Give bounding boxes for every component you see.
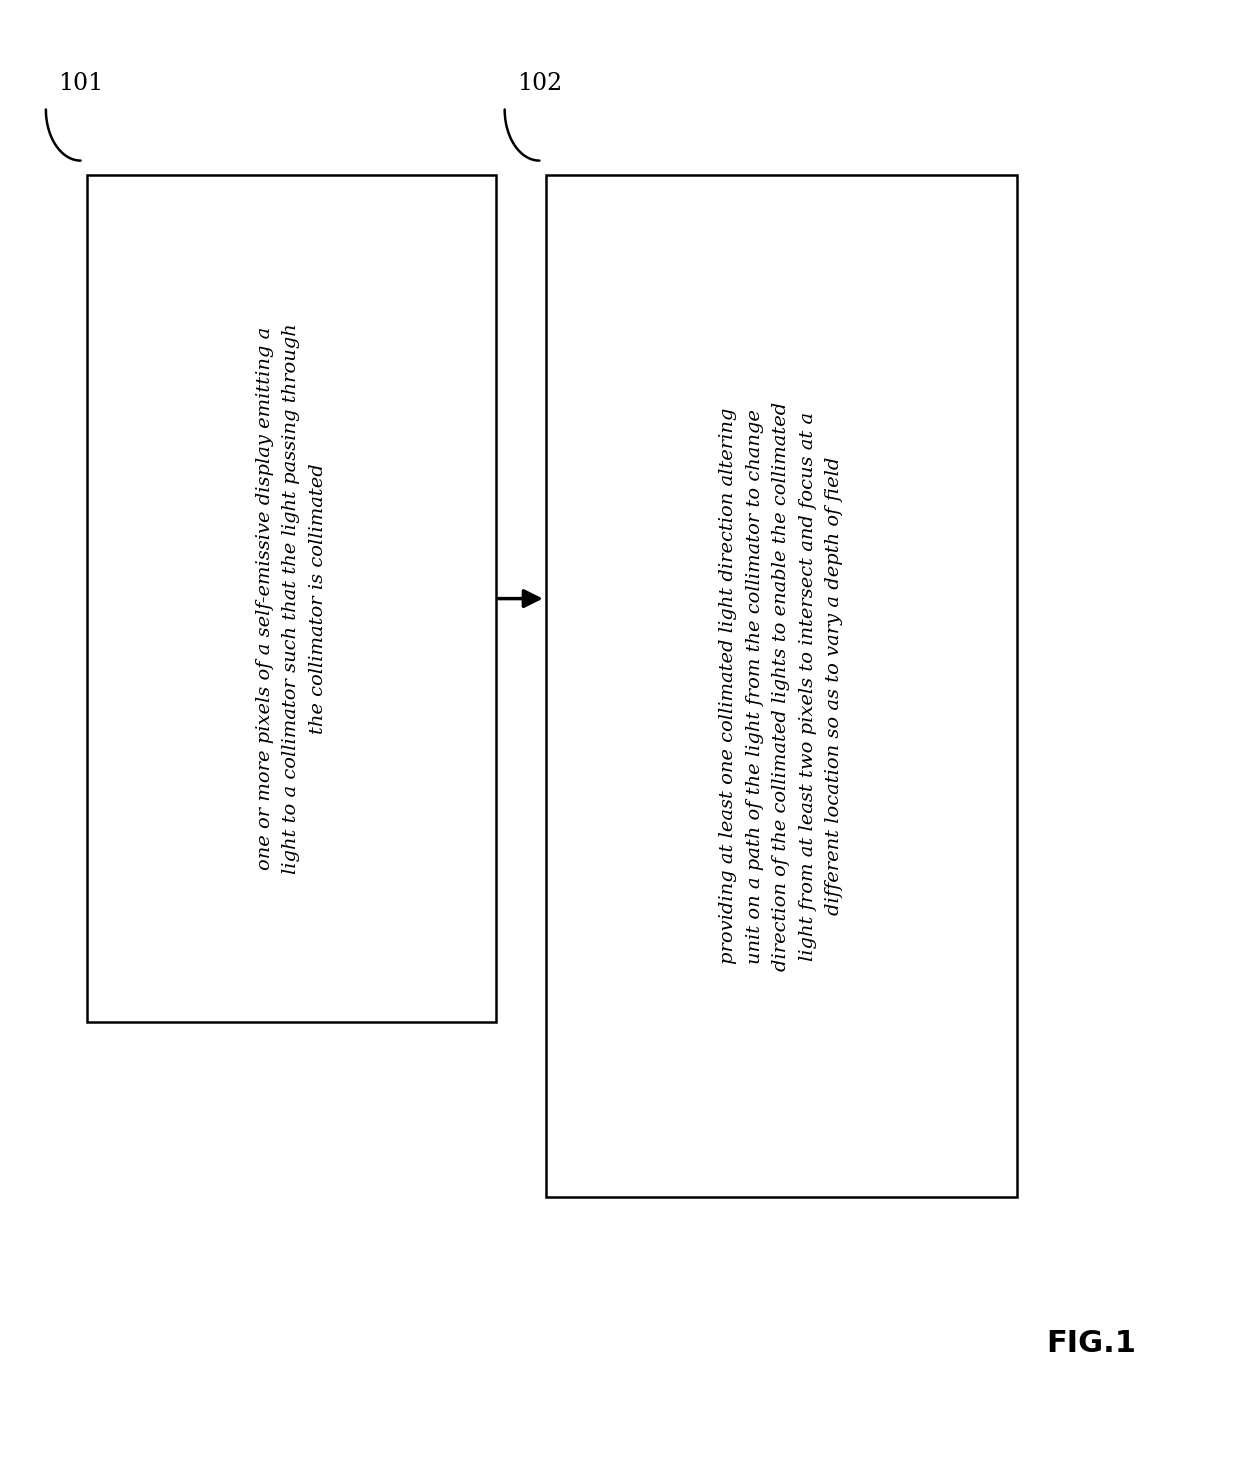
Text: one or more pixels of a self-emissive display emitting a
light to a collimator s: one or more pixels of a self-emissive di…	[255, 323, 327, 875]
Bar	[546, 175, 1017, 1197]
Text: 102: 102	[517, 72, 562, 95]
Bar	[87, 175, 496, 1022]
Text: providing at least one collimated light direction altering
unit on a path of the: providing at least one collimated light …	[719, 402, 843, 971]
Text: FIG.1: FIG.1	[1047, 1329, 1136, 1358]
Text: 101: 101	[58, 72, 103, 95]
